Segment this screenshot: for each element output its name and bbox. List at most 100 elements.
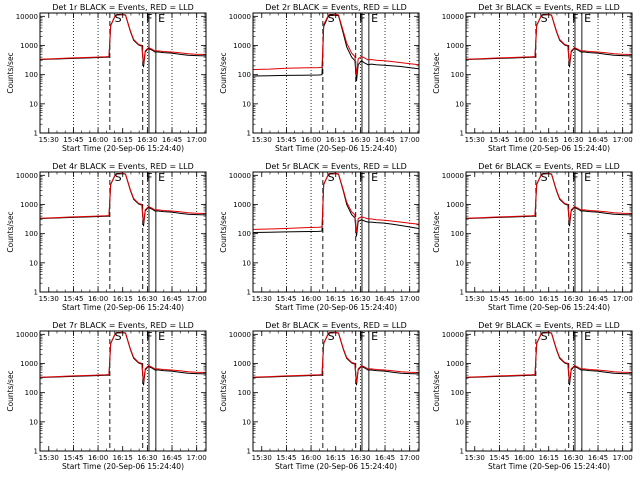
panel-title: Det 3r BLACK = Events, RED = LLD [478,3,620,12]
flag-E: E [371,12,378,25]
y-tick-label: 1000 [20,201,38,209]
x-tick-label: 16:00 [88,136,108,144]
x-axis-label: Start Time (20-Sep-06 15:24:40) [488,303,610,312]
x-tick-label: 16:15 [326,295,346,303]
plot-frame [39,12,207,134]
y-tick-label: 1 [247,130,251,138]
x-tick-label: 16:45 [375,454,395,462]
x-tick-label: 17:00 [187,295,207,303]
x-tick-label: 16:45 [162,454,182,462]
y-tick-label: 10 [455,418,464,426]
series-black [465,173,633,227]
series-black [39,173,207,227]
x-tick-label: 16:45 [162,295,182,303]
x-tick-label: 16:30 [350,454,370,462]
x-tick-label: 17:00 [613,136,633,144]
flag-S: S [328,12,335,25]
flag-F: F [359,12,365,25]
panel-title: Det 8r BLACK = Events, RED = LLD [265,321,407,330]
y-tick-label: 1000 [20,360,38,368]
y-tick-label: 10000 [229,172,251,180]
flag-F: F [572,330,578,343]
series-red [252,331,420,383]
plot-frame [465,330,633,452]
x-axis-label: Start Time (20-Sep-06 15:24:40) [62,462,184,471]
y-tick-label: 10000 [229,13,251,21]
flag-E: E [584,171,591,184]
y-axis-label: Counts/sec [432,52,441,93]
plot-frame [465,171,633,293]
y-tick-label: 1 [460,448,464,456]
panel-title: Det 7r BLACK = Events, RED = LLD [52,321,194,330]
flag-F: F [572,171,578,184]
series-black [465,14,633,68]
flag-S: S [115,12,122,25]
y-tick-label: 1000 [233,360,251,368]
plot-frame [252,330,420,452]
flag-S: S [541,171,548,184]
y-axis-label: Counts/sec [432,211,441,252]
y-tick-label: 10 [242,100,251,108]
y-tick-label: 10000 [442,13,464,21]
x-tick-label: 16:00 [301,136,321,144]
x-tick-label: 15:45 [276,295,296,303]
x-tick-label: 16:15 [113,295,133,303]
x-tick-label: 15:30 [465,454,485,462]
y-tick-label: 1 [34,448,38,456]
x-tick-label: 15:30 [39,295,59,303]
x-tick-label: 17:00 [187,136,207,144]
y-tick-label: 10000 [16,13,38,21]
series-red [465,13,633,65]
y-tick-label: 1000 [20,42,38,50]
x-axis-label: Start Time (20-Sep-06 15:24:40) [488,144,610,153]
x-tick-label: 16:30 [563,295,583,303]
series-black [252,173,420,237]
y-tick-label: 1000 [446,360,464,368]
y-tick-label: 10 [242,259,251,267]
y-axis-label: Counts/sec [219,52,228,93]
series-red [39,331,207,383]
series-black [39,14,207,68]
x-tick-label: 16:30 [563,136,583,144]
y-tick-label: 100 [451,230,464,238]
y-axis-label: Counts/sec [432,370,441,411]
x-tick-label: 16:45 [162,136,182,144]
y-tick-label: 100 [238,71,251,79]
series-red [39,13,207,65]
series-red [252,172,420,233]
y-tick-label: 1000 [446,201,464,209]
y-tick-label: 10 [455,259,464,267]
x-tick-label: 15:30 [465,295,485,303]
flag-E: E [584,12,591,25]
flag-E: E [158,330,165,343]
plot-frame [465,12,633,134]
y-tick-label: 10000 [442,331,464,339]
x-tick-label: 15:30 [465,136,485,144]
series-black [39,332,207,386]
x-tick-label: 15:30 [252,136,272,144]
y-axis-label: Counts/sec [219,211,228,252]
y-tick-label: 10000 [16,331,38,339]
flag-S: S [328,171,335,184]
x-tick-label: 16:30 [563,454,583,462]
y-tick-label: 10 [29,100,38,108]
x-tick-label: 16:00 [301,295,321,303]
x-tick-label: 16:15 [326,454,346,462]
y-tick-label: 10 [29,418,38,426]
y-tick-label: 1000 [446,42,464,50]
x-tick-label: 16:30 [137,295,157,303]
y-tick-label: 10000 [229,331,251,339]
x-tick-label: 16:45 [375,295,395,303]
y-tick-label: 100 [238,230,251,238]
panel-det-7: S F E 1 10 100 1000 10000 15:30 15:45 16:00 16:15 16… [6,321,207,471]
flag-E: E [371,330,378,343]
panel-det-4: S F E 1 10 100 1000 10000 15:30 15:45 16:00 16:15 16… [6,162,207,312]
y-tick-label: 100 [451,389,464,397]
x-tick-label: 15:30 [252,454,272,462]
x-tick-label: 16:45 [375,136,395,144]
y-tick-label: 1 [34,130,38,138]
series-red [39,172,207,224]
x-tick-label: 15:30 [39,136,59,144]
y-tick-label: 100 [25,389,38,397]
